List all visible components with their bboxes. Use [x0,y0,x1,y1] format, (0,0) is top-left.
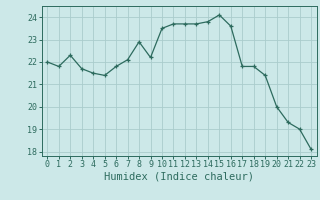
X-axis label: Humidex (Indice chaleur): Humidex (Indice chaleur) [104,172,254,182]
